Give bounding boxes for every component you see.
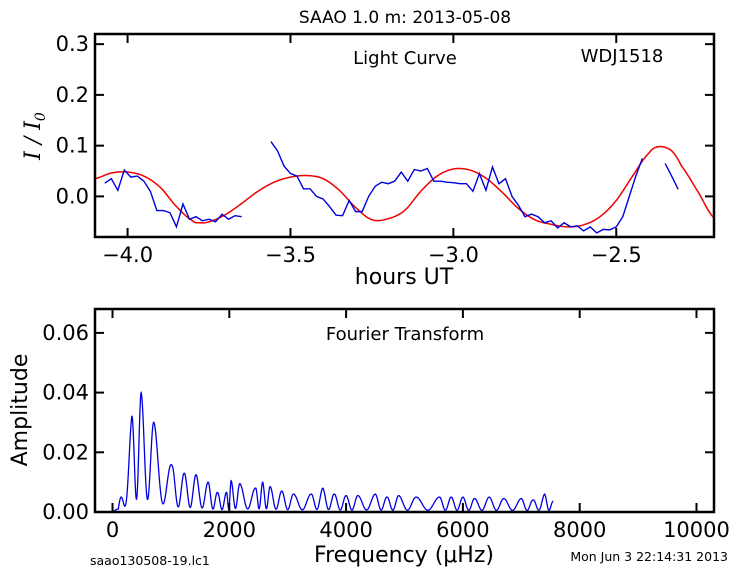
- light-curve-data-segment-3: [664, 163, 679, 190]
- fourier-xtick-label: 2000: [203, 518, 256, 542]
- footer-filename: saao130508-19.lc1: [90, 553, 210, 568]
- fourier-xtick-label: 4000: [319, 518, 372, 542]
- light-curve-annotation: Light Curve: [353, 48, 457, 69]
- light-curve-data-segment-2: [270, 141, 643, 234]
- light-curve-ticks: −4.0 −3.5 −3.0 −2.5 0.0 0.1 0.2 0.3: [56, 32, 714, 267]
- ylabel-subscript: 0: [33, 112, 49, 121]
- ylabel-main: I / I: [21, 120, 46, 161]
- light-curve-ytick-label: 0.0: [56, 184, 89, 208]
- light-curve-panel: −4.0 −3.5 −3.0 −2.5 0.0 0.1 0.2 0.3 Light Curve…: [21, 32, 716, 290]
- fourier-ylabel: Amplitude: [8, 354, 33, 467]
- fourier-frame: [93, 307, 716, 514]
- light-curve-xlabel: hours UT: [355, 265, 454, 290]
- fourier-ytick-label: 0.02: [42, 440, 89, 464]
- light-curve-xtick-label: −3.5: [265, 243, 316, 267]
- fourier-xtick-label: 0: [106, 518, 119, 542]
- fourier-plot-area: [112, 390, 554, 512]
- fourier-xtick-label: 8000: [553, 518, 606, 542]
- fourier-panel: 0 2000 4000 6000 8000 10000 0.00 0.02 0.04 0.06 F…: [8, 307, 730, 568]
- light-curve-xtick-label: −3.0: [428, 243, 479, 267]
- light-curve-ytick-label: 0.2: [56, 83, 89, 107]
- footer-timestamp: Mon Jun 3 22:14:31 2013: [570, 549, 728, 564]
- light-curve-ytick-label: 0.3: [56, 32, 89, 56]
- fourier-xtick-label: 6000: [436, 518, 489, 542]
- light-curve-xtick-label: −4.0: [102, 243, 153, 267]
- light-curve-plot-area: [95, 141, 714, 234]
- light-curve-ylabel: I / I0: [21, 112, 49, 161]
- fourier-annotation: Fourier Transform: [326, 324, 484, 345]
- target-name: WDJ1518: [581, 46, 664, 67]
- fourier-ytick-label: 0.06: [42, 321, 89, 345]
- fourier-ticks: 0 2000 4000 6000 8000 10000 0.00 0.02 0.04 0.06: [42, 309, 730, 542]
- figure-title: SAAO 1.0 m: 2013-05-08: [299, 8, 511, 28]
- light-curve-frame: [93, 32, 716, 239]
- fourier-spectrum-line: [112, 390, 554, 512]
- light-curve-ytick-label: 0.1: [56, 134, 89, 158]
- light-curve-xtick-label: −2.5: [591, 243, 642, 267]
- fourier-xlabel: Frequency (μHz): [314, 543, 494, 568]
- light-curve-data-segment-1: [104, 168, 242, 229]
- fourier-ytick-label: 0.04: [42, 381, 89, 405]
- fourier-xtick-label: 10000: [663, 518, 730, 542]
- model-curve: [95, 145, 714, 228]
- fourier-ytick-label: 0.00: [42, 500, 89, 524]
